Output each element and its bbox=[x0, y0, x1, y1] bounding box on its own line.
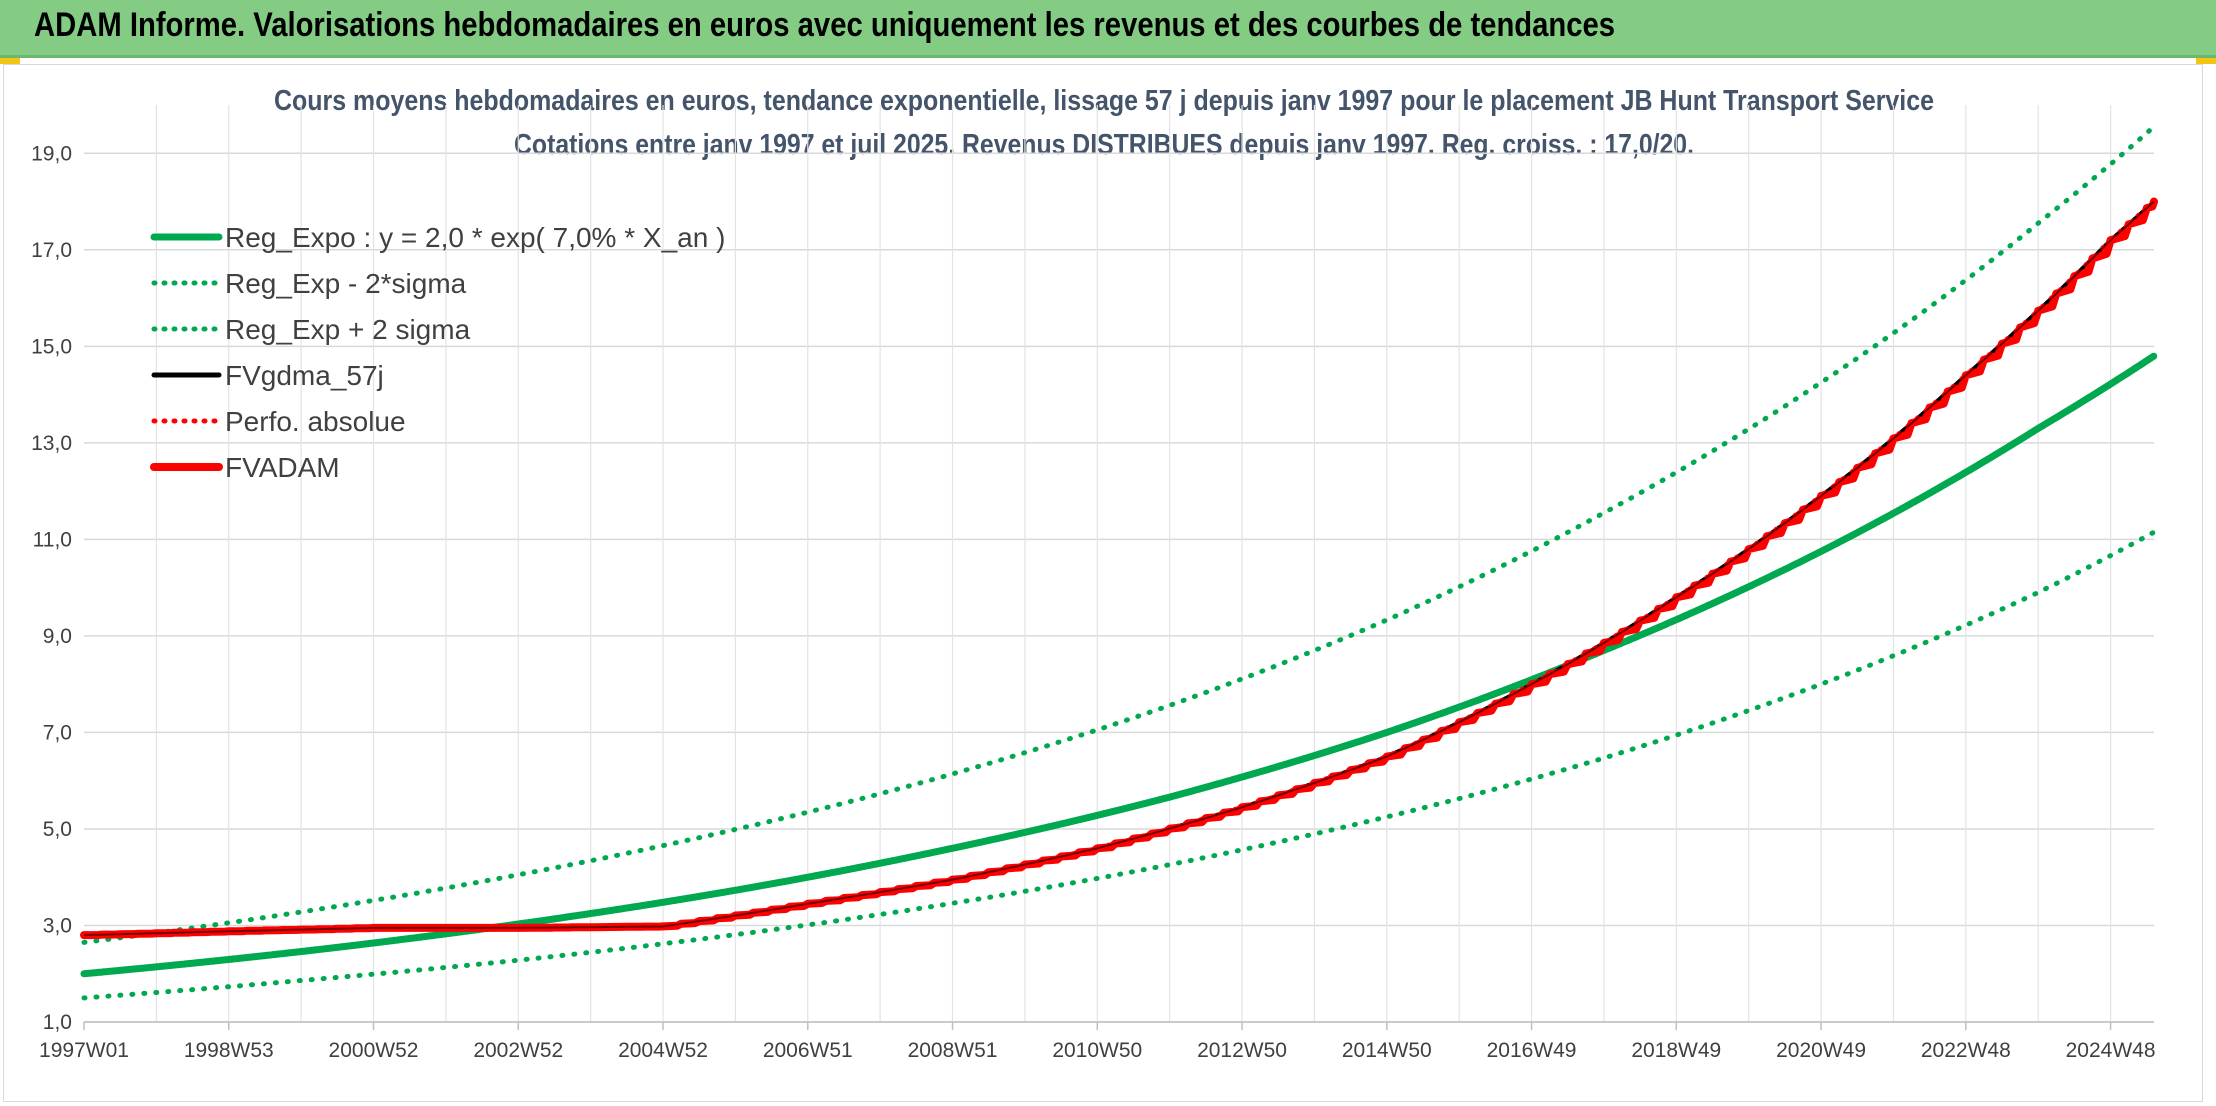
x-tick-label: 2000W52 bbox=[329, 1039, 419, 1062]
x-tick-label: 2018W49 bbox=[1631, 1039, 1721, 1062]
legend-label: FVADAM bbox=[225, 452, 340, 483]
chart-frame: Cours moyens hebdomadaires en euros, ten… bbox=[3, 64, 2203, 1102]
x-tick-label: 1998W53 bbox=[184, 1039, 274, 1062]
legend-label: Reg_Exp - 2*sigma bbox=[225, 268, 467, 299]
x-tick-label: 2004W52 bbox=[618, 1039, 708, 1062]
x-tick-label: 2006W51 bbox=[763, 1039, 853, 1062]
chart-subtitle: Cotations entre janv 1997 et juil 2025. … bbox=[514, 129, 1694, 161]
legend-label: Perfo. absolue bbox=[225, 406, 406, 437]
y-tick-label: 13,0 bbox=[31, 432, 72, 455]
series-line-fvgdma-overlay bbox=[84, 201, 2155, 937]
series-line-fvadam bbox=[80, 197, 2158, 940]
series-line-reg-expo-y-2-0-exp-7-0-x-an bbox=[80, 352, 2158, 978]
corner-accent-right bbox=[2196, 58, 2216, 64]
x-tick-label: 2016W49 bbox=[1487, 1039, 1577, 1062]
y-tick-label: 15,0 bbox=[31, 335, 72, 358]
report-title: ADAM Informe. Valorisations hebdomadaire… bbox=[34, 6, 1616, 44]
series-lines bbox=[80, 124, 2158, 1001]
y-tick-label: 3,0 bbox=[43, 914, 72, 937]
y-tick-label: 5,0 bbox=[43, 818, 72, 841]
axes: 1,0 3,0 5,0 7,0 9,0 11,0 13,0 15,0 17,0 19,0 1997W… bbox=[31, 142, 2155, 1062]
series-line-fvgdma-57j bbox=[82, 199, 2156, 938]
x-tick-label: 2010W50 bbox=[1052, 1039, 1142, 1062]
x-tick-label: 2022W48 bbox=[1921, 1039, 2011, 1062]
corner-accent-left bbox=[0, 58, 20, 64]
x-tick-label: 2012W50 bbox=[1197, 1039, 1287, 1062]
y-tick-label: 17,0 bbox=[31, 239, 72, 262]
x-tick-label: 2008W51 bbox=[908, 1039, 998, 1062]
legend-label: Reg_Expo : y = 2,0 * exp( 7,0% * X_an ) bbox=[225, 222, 725, 253]
chart-title: Cours moyens hebdomadaires en euros, ten… bbox=[274, 85, 1934, 117]
legend-label: FVgdma_57j bbox=[225, 360, 384, 391]
report-banner: ADAM Informe. Valorisations hebdomadaire… bbox=[0, 0, 2216, 58]
y-tick-label: 19,0 bbox=[31, 142, 72, 165]
series-line-perfo-absolue bbox=[81, 199, 2157, 938]
line-chart: Cours moyens hebdomadaires en euros, ten… bbox=[31, 85, 2158, 1062]
x-tick-label: 2002W52 bbox=[473, 1039, 563, 1062]
y-tick-label: 7,0 bbox=[43, 721, 72, 744]
x-tick-label: 1997W01 bbox=[39, 1039, 129, 1062]
y-tick-label: 11,0 bbox=[33, 528, 72, 551]
legend: Reg_Expo : y = 2,0 * exp( 7,0% * X_an ) R… bbox=[150, 222, 725, 483]
grid bbox=[84, 105, 2154, 1023]
x-tick-label: 2014W50 bbox=[1342, 1039, 1432, 1062]
series-line-reg-exp-2-sigma bbox=[81, 529, 2157, 1001]
legend-label: Reg_Exp + 2 sigma bbox=[225, 314, 471, 345]
y-tick-label: 9,0 bbox=[43, 625, 72, 648]
series-line-reg-exp-2-sigma bbox=[81, 124, 2157, 945]
x-tick-label: 2020W49 bbox=[1776, 1039, 1866, 1062]
x-tick-label: 2024W48 bbox=[2066, 1039, 2156, 1062]
y-tick-label: 1,0 bbox=[43, 1011, 72, 1034]
